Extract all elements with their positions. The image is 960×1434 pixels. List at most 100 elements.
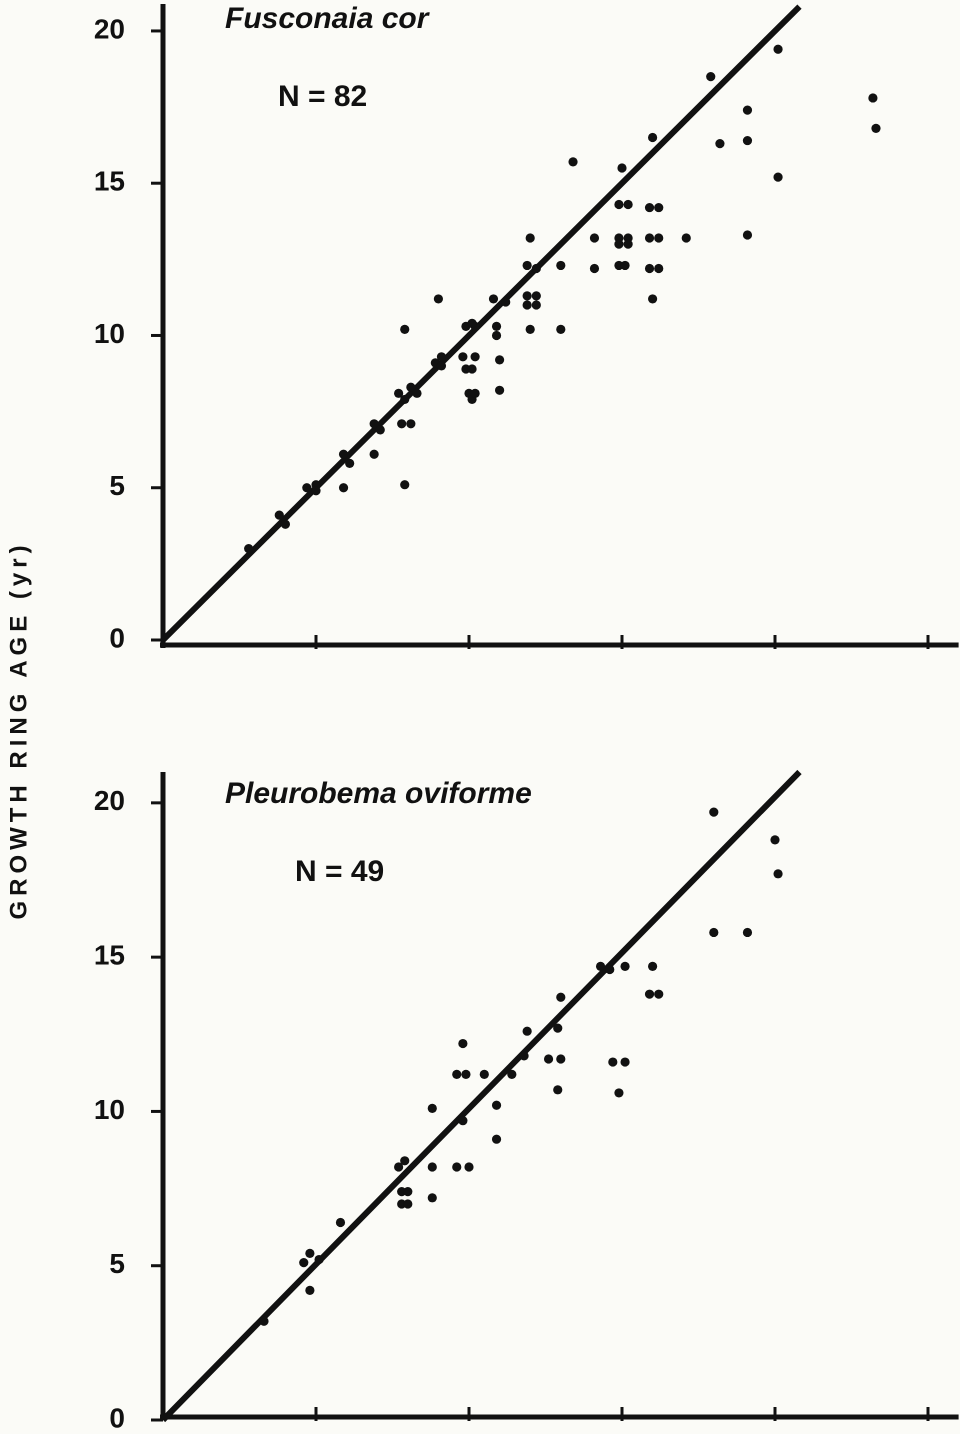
y-tick-label: 0 — [109, 622, 125, 653]
point — [654, 233, 664, 243]
point — [773, 869, 783, 879]
point — [345, 458, 355, 468]
point — [507, 1069, 517, 1079]
point — [648, 294, 658, 304]
point — [644, 263, 655, 274]
point — [335, 1217, 346, 1228]
point — [715, 139, 725, 149]
point — [595, 961, 606, 972]
point — [400, 1156, 410, 1166]
point — [458, 352, 468, 362]
point — [244, 544, 254, 554]
sample-size: N = 49 — [295, 855, 384, 888]
point — [644, 989, 655, 999]
point — [491, 1100, 502, 1110]
point — [338, 483, 349, 493]
point — [531, 300, 541, 310]
point — [742, 135, 753, 146]
fit-line — [160, 4, 802, 643]
point — [491, 321, 502, 331]
point — [522, 1026, 532, 1036]
point — [495, 355, 505, 365]
point — [369, 449, 379, 459]
point — [427, 1162, 437, 1172]
point — [648, 961, 658, 972]
point — [436, 361, 447, 371]
panel-title: Fusconaia cor — [225, 2, 431, 35]
point — [403, 1187, 413, 1197]
y-tick-label: 15 — [94, 166, 125, 197]
point — [614, 1088, 624, 1098]
point — [394, 388, 404, 398]
point — [773, 172, 783, 182]
point — [556, 260, 566, 271]
point — [654, 202, 664, 213]
point — [709, 927, 719, 938]
point — [479, 1069, 489, 1079]
y-tick-label: 20 — [94, 13, 125, 44]
point — [452, 1162, 462, 1172]
point — [501, 297, 511, 307]
point — [338, 449, 349, 459]
point — [543, 1054, 554, 1064]
point — [397, 419, 407, 429]
point — [406, 419, 416, 429]
point — [412, 388, 422, 398]
point — [871, 123, 881, 133]
point — [644, 233, 655, 243]
point — [375, 425, 385, 435]
point — [617, 163, 627, 173]
point — [522, 260, 532, 271]
point — [495, 385, 505, 395]
point — [568, 157, 578, 167]
point — [302, 483, 312, 493]
point — [605, 964, 615, 975]
point — [458, 1038, 468, 1049]
point — [773, 44, 783, 54]
point — [406, 382, 416, 392]
point — [553, 1023, 563, 1033]
point — [461, 1069, 471, 1079]
point — [525, 233, 535, 243]
point — [623, 239, 633, 249]
point — [556, 992, 566, 1002]
point — [400, 480, 410, 490]
point — [531, 291, 541, 301]
sample-size: N = 82 — [278, 80, 367, 113]
point — [623, 199, 633, 210]
point — [522, 291, 532, 301]
point — [770, 835, 780, 845]
point — [311, 486, 321, 496]
point — [394, 1162, 404, 1172]
point — [589, 263, 600, 274]
point — [280, 519, 290, 529]
y-tick-label: 5 — [109, 1248, 125, 1279]
point — [452, 1069, 462, 1079]
point — [648, 132, 658, 143]
y-tick-label: 5 — [109, 470, 125, 501]
point — [709, 807, 719, 817]
point — [654, 989, 664, 999]
point — [467, 364, 477, 374]
y-tick-label: 20 — [94, 785, 125, 816]
point — [620, 1057, 630, 1067]
point — [620, 961, 630, 972]
point — [427, 1193, 437, 1203]
point — [400, 324, 410, 334]
y-tick-label: 0 — [109, 1402, 125, 1433]
point — [644, 202, 655, 213]
y-axis-label: GROWTH RING AGE (yr) — [5, 540, 32, 919]
point — [868, 93, 878, 103]
point — [305, 1248, 315, 1258]
point — [654, 263, 664, 274]
point — [433, 294, 443, 304]
point — [314, 1254, 324, 1265]
point — [467, 318, 477, 328]
point — [488, 294, 499, 304]
point — [436, 352, 447, 362]
point — [400, 394, 410, 405]
point — [305, 1285, 315, 1295]
point — [681, 233, 691, 243]
point — [556, 1054, 566, 1064]
point — [525, 324, 535, 334]
